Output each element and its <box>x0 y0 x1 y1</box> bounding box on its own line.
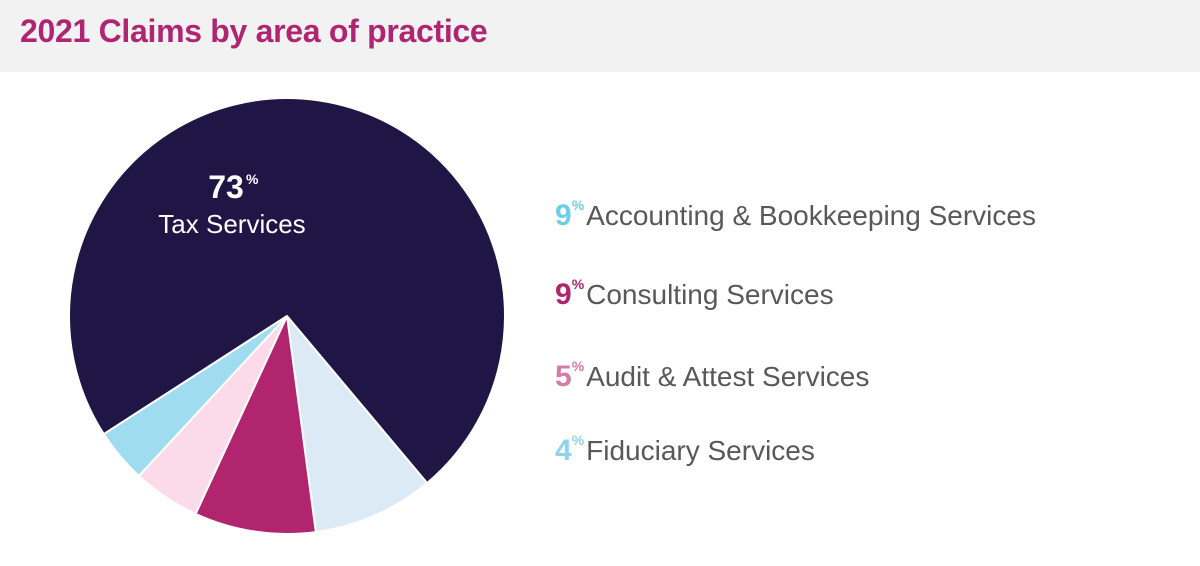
tax-services-percent: 73 <box>208 169 244 205</box>
title-bar: 2021 Claims by area of practice <box>0 0 1200 72</box>
legend-percent-sign: % <box>571 358 585 374</box>
legend-percent: 9 <box>555 199 572 232</box>
legend-percent: 5 <box>555 360 572 393</box>
tax-services-percent-sign: % <box>246 171 259 187</box>
pie-slice-accounting-and-bookkeeping-services <box>286 315 429 534</box>
legend-percent: 9 <box>555 278 572 311</box>
tax-services-label-text: Tax Services <box>158 209 305 239</box>
tax-services-label: 73 % Tax Services <box>158 169 305 239</box>
legend-label: Consulting Services <box>586 279 834 310</box>
pie-slice-consulting-services <box>194 315 317 535</box>
legend-label: Fiduciary Services <box>586 435 815 466</box>
pie-slice-tax-services <box>68 97 506 484</box>
legend-percent-sign: % <box>571 276 585 292</box>
legend-percent-sign: % <box>571 197 585 213</box>
legend-item-consulting-services: 9% Consulting Services <box>555 276 834 318</box>
legend-item-accounting-and-bookkeeping-services: 9% Accounting & Bookkeeping Services <box>555 197 1036 239</box>
pie-slices <box>68 97 506 535</box>
legend-label: Accounting & Bookkeeping Services <box>586 200 1036 231</box>
legend-label: Audit & Attest Services <box>586 361 870 392</box>
chart-title: 2021 Claims by area of practice <box>20 13 488 49</box>
legend-percent-sign: % <box>571 432 585 448</box>
legend-item-audit-and-attest-services: 5% Audit & Attest Services <box>555 358 870 400</box>
legend-item-fiduciary-services: 4% Fiduciary Services <box>555 432 815 474</box>
legend-percent: 4 <box>555 434 572 467</box>
